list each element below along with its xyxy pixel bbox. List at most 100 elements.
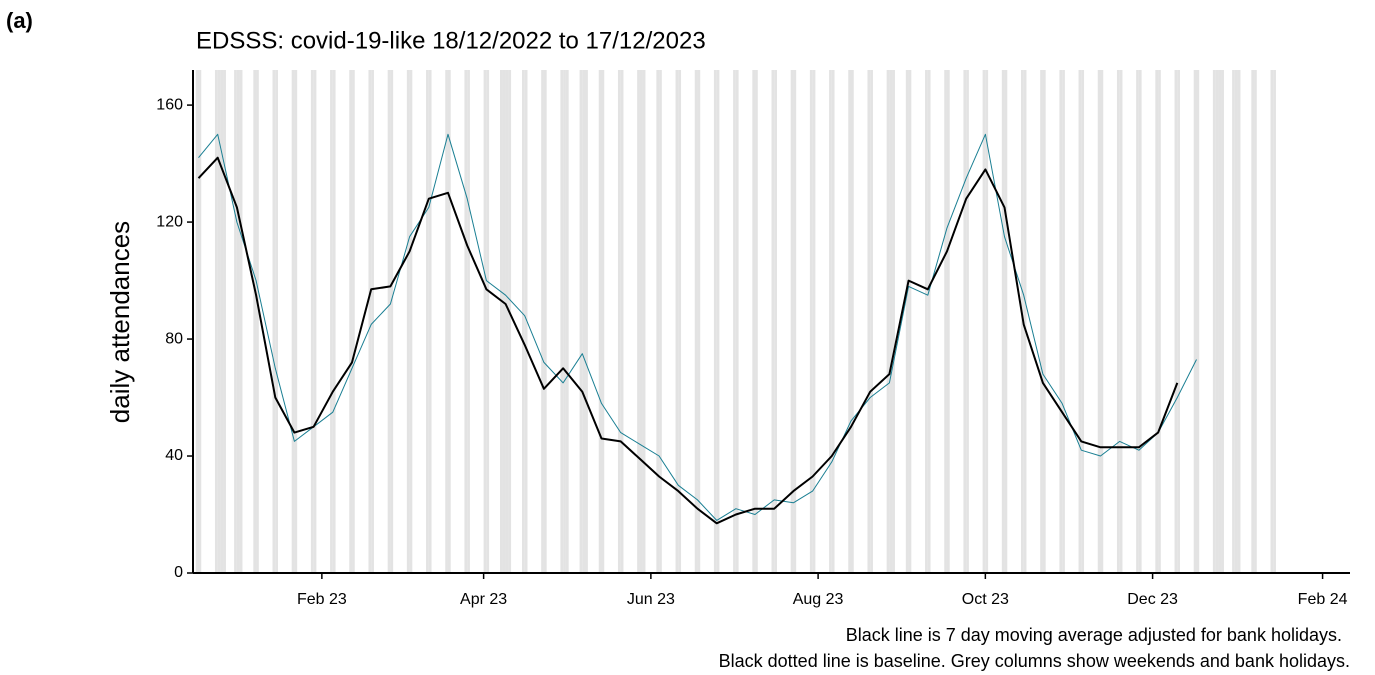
footnote: Black dotted line is baseline. Grey colu… [719, 651, 1350, 671]
shade-column [905, 70, 909, 573]
shade-column [982, 70, 986, 573]
shade-column [371, 70, 374, 573]
shade-column [1155, 70, 1159, 573]
shade-column [445, 70, 448, 573]
bank-holiday-column [1221, 70, 1224, 573]
shade-column [406, 70, 410, 573]
shade-column [195, 70, 199, 573]
shade-column [831, 70, 835, 573]
shade-column [889, 70, 893, 573]
bank-holiday-column [223, 70, 226, 573]
x-tick-label: Feb 24 [1298, 591, 1348, 608]
shade-column [694, 70, 698, 573]
shade-column [1078, 70, 1082, 573]
shade-column [793, 70, 797, 573]
shade-column [1232, 70, 1235, 573]
shade-column [639, 70, 643, 573]
shade-column [560, 70, 564, 573]
shade-column [697, 70, 701, 573]
bank-holiday-column [500, 70, 503, 573]
x-tick-label: Oct 23 [962, 591, 1009, 608]
shade-column [294, 70, 298, 573]
shade-column [524, 70, 528, 573]
shade-column [447, 70, 451, 573]
bank-holiday-column [508, 70, 512, 573]
shade-column [963, 70, 967, 573]
bank-holiday-column [892, 70, 895, 573]
shade-column [809, 70, 813, 573]
shade-column [598, 70, 602, 573]
shade-column [944, 70, 947, 573]
shade-column [1001, 70, 1005, 573]
shade-column [752, 70, 756, 573]
shade-column [925, 70, 928, 573]
bank-holiday-column [220, 70, 224, 573]
shade-column [774, 70, 777, 573]
shade-column [908, 70, 912, 573]
shade-column [716, 70, 720, 573]
shade-column [617, 70, 621, 573]
shade-column [946, 70, 950, 573]
shade-column [1062, 70, 1065, 573]
shade-column [1100, 70, 1104, 573]
shade-column [1251, 70, 1255, 573]
x-tick-label: Feb 23 [297, 591, 347, 608]
x-tick-label: Dec 23 [1127, 591, 1178, 608]
shade-column [467, 70, 470, 573]
shade-column [198, 70, 202, 573]
panel-label: (a) [6, 8, 33, 33]
shade-column [291, 70, 295, 573]
shade-column [870, 70, 873, 573]
y-tick-label: 0 [174, 564, 183, 581]
shade-column [735, 70, 739, 573]
shade-column [1212, 70, 1216, 573]
chart-title: EDSSS: covid-19-like 18/12/2022 to 17/12… [196, 27, 706, 54]
shade-column [713, 70, 717, 573]
shade-column [790, 70, 794, 573]
shade-column [985, 70, 989, 573]
shade-column [1254, 70, 1257, 573]
shade-column [483, 70, 487, 573]
bank-holiday-column [1218, 70, 1222, 573]
shade-column [1174, 70, 1178, 573]
shade-column [428, 70, 432, 573]
shade-column [579, 70, 583, 573]
shade-column [505, 70, 509, 573]
shade-column [656, 70, 660, 573]
bank-holiday-column [585, 70, 588, 573]
shade-column [927, 70, 931, 573]
shade-column [771, 70, 775, 573]
shade-column [368, 70, 372, 573]
shade-column [310, 70, 314, 573]
shade-column [1158, 70, 1161, 573]
shade-column [313, 70, 317, 573]
shade-column [1119, 70, 1123, 573]
x-tick-label: Aug 23 [793, 591, 844, 608]
shade-column [1040, 70, 1043, 573]
shade-column [1116, 70, 1120, 573]
series-line [197, 156, 1179, 525]
shade-column [601, 70, 605, 573]
shade-column [217, 70, 221, 573]
bank-holiday-column [642, 70, 646, 573]
shade-column [234, 70, 237, 573]
shade-column [256, 70, 259, 573]
shade-column [1138, 70, 1142, 573]
shade-column [409, 70, 413, 573]
y-tick-label: 160 [156, 96, 183, 113]
shade-column [848, 70, 852, 573]
shade-column [1023, 70, 1027, 573]
shade-column [867, 70, 871, 573]
shade-column [620, 70, 624, 573]
shade-column [1097, 70, 1101, 573]
shade-column [1004, 70, 1008, 573]
shade-column [486, 70, 490, 573]
shade-column [675, 70, 679, 573]
shade-column [1081, 70, 1085, 573]
bank-holiday-column [1237, 70, 1241, 573]
shade-column [966, 70, 969, 573]
shade-column [678, 70, 682, 573]
shade-column [332, 70, 336, 573]
shade-column [275, 70, 278, 573]
